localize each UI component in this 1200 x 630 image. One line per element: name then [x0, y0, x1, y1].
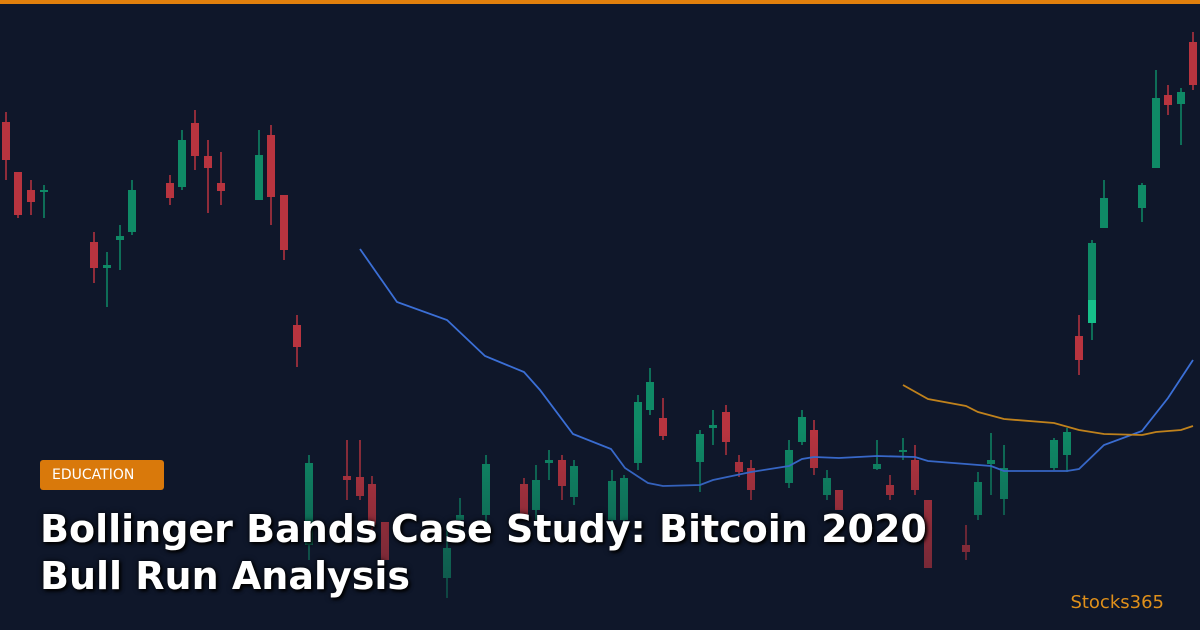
decor-fade: [0, 430, 1200, 630]
decor-candle: [2, 122, 10, 160]
decor-candle: [204, 156, 212, 168]
decor-body-hilite: [1088, 300, 1096, 323]
decor-candle: [709, 425, 717, 428]
category-badge: EDUCATION: [40, 460, 164, 490]
decor-candle: [90, 242, 98, 268]
decor-candle: [128, 190, 136, 232]
decor-candle: [217, 183, 225, 191]
decor-candle: [1177, 92, 1185, 104]
headline-line: Bull Run Analysis: [40, 554, 411, 598]
decor-candle: [1088, 243, 1096, 323]
decor-candle: [40, 190, 48, 192]
decor-candle: [14, 172, 22, 215]
decor-candle: [1138, 185, 1146, 208]
decor-candle: [293, 325, 301, 347]
decor-candle: [1075, 336, 1083, 360]
brand-name: Stocks365: [1070, 592, 1164, 613]
decor-candle: [659, 418, 667, 436]
decor-candle: [116, 236, 124, 240]
decor-candle: [1189, 42, 1197, 85]
decor-candle: [646, 382, 654, 410]
top-accent-bar: [0, 0, 1200, 4]
decor-moving-average: [902, 384, 1194, 436]
decor-candle: [255, 155, 263, 200]
decor-candle: [1152, 98, 1160, 168]
decor-candle: [191, 123, 199, 156]
decor-candle: [722, 412, 730, 442]
decor-candle: [1164, 95, 1172, 105]
decor-candle: [178, 140, 186, 187]
decor-candle: [166, 183, 174, 198]
headline-line: Bollinger Bands Case Study: Bitcoin 2020: [40, 507, 927, 551]
decor-candle: [27, 190, 35, 202]
decor-candle: [280, 195, 288, 250]
decor-candle: [103, 265, 111, 268]
headline: Bollinger Bands Case Study: Bitcoin 2020…: [40, 506, 927, 600]
decor-candle: [267, 135, 275, 197]
decor-candle: [1100, 198, 1108, 228]
decor-candle: [798, 417, 806, 442]
